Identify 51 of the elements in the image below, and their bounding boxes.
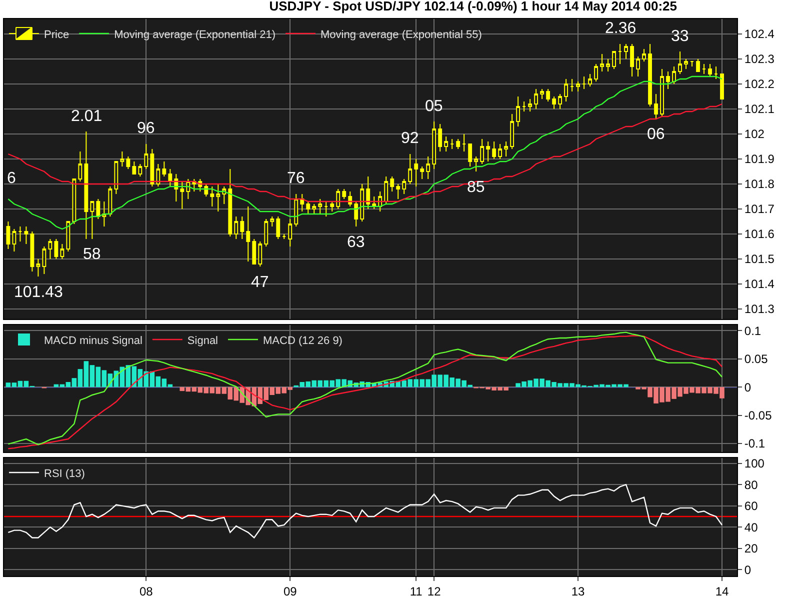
y-tick-label: 101.8 [744,177,775,192]
y-tick-label: 101.6 [744,227,775,242]
x-tick-label: 13 [571,584,586,598]
x-tick-label: 09 [283,584,298,598]
y-tick-label: 40 [744,520,758,534]
x-tick-label: 12 [427,584,442,598]
y-tick-label: 0.1 [744,324,762,338]
y-tick-label: 102.3 [744,52,775,66]
y-tick-label: 0 [744,562,752,577]
legend-label: RSI (13) [44,468,85,480]
annotation: 06 [647,126,665,143]
y-tick-label: 102.1 [744,102,775,116]
chart-title: USDJPY - Spot USD/JPY 102.14 (-0.09%) 1 hour 14 May 2014 00:25 [269,0,678,14]
y-tick-label: 101.7 [744,202,775,216]
y-tick-label: 20 [744,542,758,556]
y-tick-label: 0.05 [744,352,768,366]
y-tick-label: -0.1 [744,436,766,451]
x-tick-label: 08 [139,584,154,598]
legend-label: MACD (12 26 9) [263,334,342,347]
annotation: 85 [467,179,485,196]
y-tick-label: 101.9 [744,152,775,166]
y-tick-label: 101.3 [744,302,775,316]
y-tick-label: 102.2 [744,77,775,92]
annotation: 47 [251,274,269,291]
y-tick-label: 102.4 [744,27,775,42]
y-tick-label: 100 [744,456,765,471]
annotation: 58 [83,246,101,263]
annotation: 96 [137,120,155,137]
annotation: 33 [671,28,689,45]
y-tick-label: -0.05 [744,408,772,423]
annotation: 101.43 [14,284,64,301]
x-tick-label: 14 [715,584,729,598]
annotation: 76 [287,170,305,187]
legend-label: Price [44,28,70,41]
y-tick-label: 101.5 [744,252,775,266]
y-tick-label: 80 [744,478,758,492]
legend-label: Signal [187,334,218,347]
legend-label: MACD minus Signal [44,334,142,347]
legend-label: Moving average (Exponential 55) [320,28,482,41]
annotation: 2.01 [71,108,102,125]
annotation: 92 [401,130,419,147]
y-tick-label: 0 [744,380,752,394]
x-tick-label: 11 [410,584,423,598]
annotation: 05 [425,98,443,115]
legend-label: Moving average (Exponential 21) [114,28,276,41]
annotation: 2.36 [605,20,636,37]
y-tick-label: 101.4 [744,277,775,292]
y-tick-label: 102 [744,127,765,142]
y-tick-label: 60 [744,499,758,514]
annotation: 63 [347,234,365,251]
annotation: 6 [7,170,16,187]
